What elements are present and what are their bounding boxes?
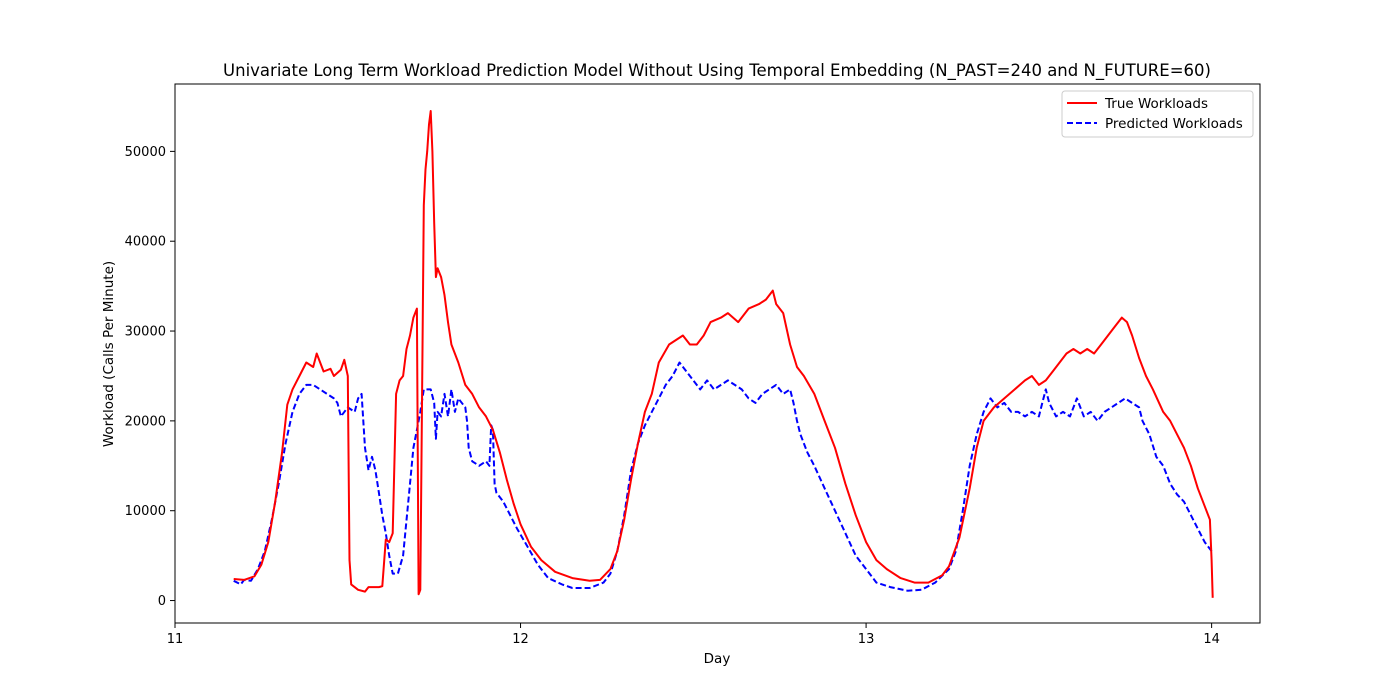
x-tick-label: 13 xyxy=(858,632,875,647)
plot-area xyxy=(233,110,1214,598)
x-axis: 11 12 13 14 xyxy=(167,623,1220,647)
legend-box xyxy=(1061,90,1254,138)
legend-label-predicted-workloads: Predicted Workloads xyxy=(1105,116,1243,132)
legend: True Workloads Predicted Workloads xyxy=(1061,90,1254,138)
y-tick-label: 30000 xyxy=(125,325,166,340)
y-tick-label: 0 xyxy=(158,594,166,609)
legend-label-true-workloads: True Workloads xyxy=(1104,96,1208,112)
y-tick-label: 20000 xyxy=(125,414,166,429)
y-tick-label: 10000 xyxy=(125,504,166,519)
x-tick-label: 14 xyxy=(1203,632,1220,647)
x-tick-label: 11 xyxy=(167,632,184,647)
y-tick-label: 50000 xyxy=(125,145,166,160)
x-tick-label: 12 xyxy=(512,632,529,647)
chart-title: Univariate Long Term Workload Prediction… xyxy=(223,61,1211,81)
y-axis: 0 10000 20000 30000 40000 50000 xyxy=(125,145,175,609)
y-tick-label: 40000 xyxy=(125,235,166,250)
x-axis-title: Day xyxy=(704,651,731,667)
series-line-predicted-workloads xyxy=(233,361,1213,592)
plot-frame xyxy=(174,83,1261,624)
y-axis-title: Workload (Calls Per Minute) xyxy=(101,261,117,447)
series-line-true-workloads xyxy=(233,110,1214,598)
